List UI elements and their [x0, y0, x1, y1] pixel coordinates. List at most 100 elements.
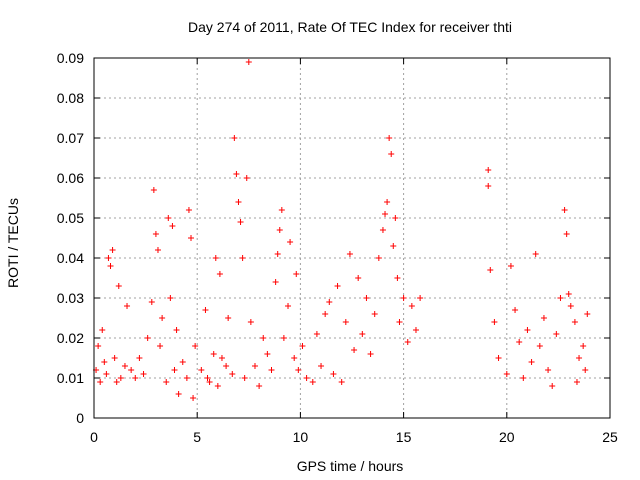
data-point — [386, 135, 393, 141]
data-point — [299, 343, 306, 349]
data-point — [359, 331, 366, 337]
data-point — [154, 247, 161, 253]
data-point — [573, 379, 580, 385]
y-tick-label: 0.05 — [57, 210, 84, 226]
data-point — [309, 379, 316, 385]
x-tick-label: 15 — [396, 429, 412, 445]
data-point — [355, 275, 362, 281]
data-point — [216, 271, 223, 277]
data-point — [124, 303, 131, 309]
data-point — [485, 167, 492, 173]
data-point — [567, 303, 574, 309]
data-point — [144, 335, 151, 341]
data-point — [394, 275, 401, 281]
data-point — [571, 319, 578, 325]
data-point — [165, 215, 172, 221]
data-point — [241, 375, 248, 381]
data-point — [400, 295, 407, 301]
data-point — [198, 367, 205, 373]
data-point — [268, 367, 275, 373]
data-point — [313, 331, 320, 337]
data-point — [532, 251, 539, 257]
data-point — [322, 311, 329, 317]
data-point — [163, 379, 170, 385]
y-tick-label: 0.09 — [57, 50, 84, 66]
data-point — [417, 295, 424, 301]
data-point — [524, 327, 531, 333]
data-point — [111, 355, 118, 361]
data-point — [557, 295, 564, 301]
data-point — [105, 255, 112, 261]
data-point — [272, 279, 279, 285]
data-point — [318, 363, 325, 369]
data-point — [351, 347, 358, 353]
y-tick-label: 0.01 — [57, 370, 84, 386]
data-point — [171, 367, 178, 373]
data-point — [169, 223, 176, 229]
data-point — [412, 327, 419, 333]
data-point — [582, 367, 589, 373]
data-point — [334, 283, 341, 289]
data-point — [173, 327, 180, 333]
data-point — [507, 263, 514, 269]
data-point — [251, 363, 258, 369]
data-point — [247, 319, 254, 325]
data-point — [553, 331, 560, 337]
data-point — [95, 343, 102, 349]
data-point — [382, 211, 389, 217]
data-point — [231, 135, 238, 141]
x-tick-label: 25 — [602, 429, 618, 445]
data-point — [280, 335, 287, 341]
data-point — [565, 291, 572, 297]
data-point — [179, 359, 186, 365]
data-point — [212, 255, 219, 261]
data-point — [202, 307, 209, 313]
data-point — [303, 375, 310, 381]
data-point — [404, 339, 411, 345]
data-point — [206, 379, 213, 385]
data-point — [536, 343, 543, 349]
data-point — [495, 355, 502, 361]
x-tick-label: 5 — [193, 429, 201, 445]
data-point — [243, 175, 250, 181]
y-tick-label: 0.02 — [57, 330, 84, 346]
data-point — [503, 371, 510, 377]
y-tick-labels: 0 0.01 0.02 0.03 0.04 0.05 0.06 0.07 0.08 0.09 — [57, 50, 84, 426]
data-point — [159, 315, 166, 321]
data-point — [101, 359, 108, 365]
data-point — [545, 367, 552, 373]
data-point — [580, 343, 587, 349]
data-point — [563, 231, 570, 237]
chart-title: Day 274 of 2011, Rate Of TEC Index for r… — [188, 19, 512, 35]
data-point — [392, 215, 399, 221]
data-point — [239, 255, 246, 261]
plot-frame — [93, 57, 611, 419]
data-point — [540, 315, 547, 321]
data-point — [192, 343, 199, 349]
data-point — [128, 367, 135, 373]
data-point — [235, 199, 242, 205]
y-axis-label: ROTI / TECUs — [5, 198, 21, 288]
data-point — [346, 251, 353, 257]
data-point — [274, 251, 281, 257]
data-point — [136, 355, 143, 361]
data-point — [210, 351, 217, 357]
data-point — [185, 207, 192, 213]
data-point — [293, 271, 300, 277]
data-points — [93, 59, 591, 401]
data-point — [276, 227, 283, 233]
x-tick-labels: 0 5 10 15 20 25 — [90, 429, 618, 445]
data-point — [115, 283, 122, 289]
data-point — [150, 187, 157, 193]
data-point — [512, 307, 519, 313]
data-point — [390, 243, 397, 249]
data-point — [260, 335, 267, 341]
data-point — [326, 299, 333, 305]
y-tick-label: 0 — [76, 410, 84, 426]
data-point — [584, 311, 591, 317]
data-point — [528, 359, 535, 365]
data-point — [384, 199, 391, 205]
data-point — [117, 375, 124, 381]
data-point — [549, 383, 556, 389]
